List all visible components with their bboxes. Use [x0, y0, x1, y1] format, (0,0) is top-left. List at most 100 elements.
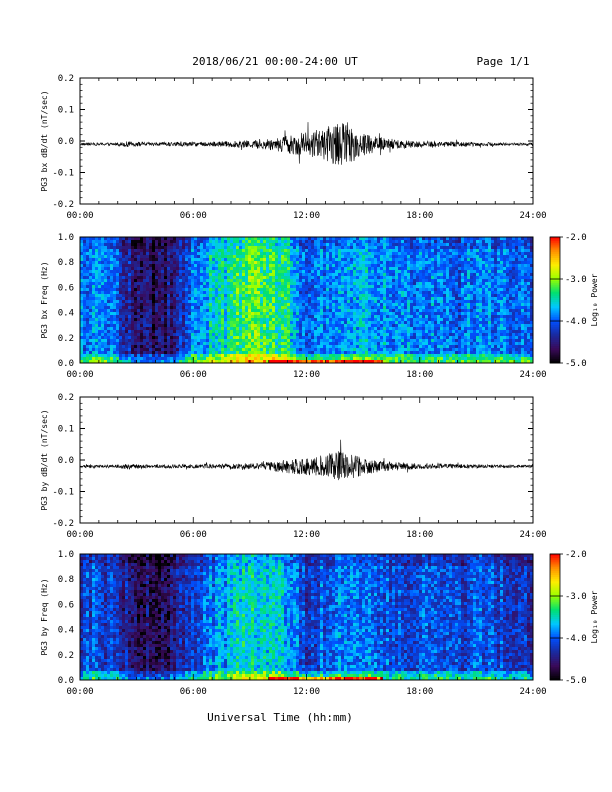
- heatmap-cell: [398, 294, 402, 298]
- x-tick-label: 24:00: [519, 370, 546, 380]
- heatmap-cell: [389, 333, 393, 337]
- heatmap-cell: [251, 315, 255, 319]
- heatmap-cell: [113, 252, 117, 256]
- heatmap-cell: [242, 297, 246, 301]
- heatmap-cell: [227, 333, 231, 337]
- heatmap-cell: [395, 357, 399, 361]
- heatmap-cell: [359, 303, 363, 307]
- heatmap-cell: [89, 348, 93, 352]
- heatmap-cell: [170, 243, 174, 247]
- heatmap-cell: [203, 348, 207, 352]
- heatmap-cell: [248, 240, 252, 244]
- heatmap-cell: [392, 324, 396, 328]
- heatmap-cell: [263, 261, 267, 265]
- heatmap-cell: [128, 297, 132, 301]
- heatmap-cell: [398, 282, 402, 286]
- heatmap-cell: [359, 342, 363, 346]
- heatmap-cell: [401, 297, 405, 301]
- heatmap-cell: [191, 318, 195, 322]
- heatmap-cell: [344, 348, 348, 352]
- heatmap-cell: [392, 276, 396, 280]
- heatmap-cell: [344, 306, 348, 310]
- heatmap-cell: [377, 252, 381, 256]
- heatmap-cell: [389, 306, 393, 310]
- heatmap-cell: [275, 339, 279, 343]
- heatmap-cell: [389, 240, 393, 244]
- heatmap-cell: [353, 306, 357, 310]
- heatmap-cell: [203, 294, 207, 298]
- heatmap-cell: [182, 330, 186, 334]
- heatmap-cell: [110, 261, 114, 265]
- heatmap-cell: [329, 294, 333, 298]
- heatmap-cell: [164, 270, 168, 274]
- heatmap-cell: [107, 261, 111, 265]
- heatmap-cell: [305, 327, 309, 331]
- heatmap-cell: [371, 300, 375, 304]
- heatmap-cell: [257, 309, 261, 313]
- heatmap-cell: [182, 288, 186, 292]
- heatmap-cell: [332, 288, 336, 292]
- heatmap-cell: [209, 315, 213, 319]
- heatmap-cell: [323, 348, 327, 352]
- heatmap-cell: [227, 315, 231, 319]
- heatmap-cell: [152, 258, 156, 262]
- heatmap-cell: [275, 288, 279, 292]
- heatmap-cell: [248, 312, 252, 316]
- heatmap-cell: [218, 273, 222, 277]
- heatmap-cell: [230, 249, 234, 253]
- heatmap-cell: [314, 249, 318, 253]
- heatmap-cell: [134, 249, 138, 253]
- heatmap-cell: [149, 318, 153, 322]
- heatmap-cell: [407, 333, 411, 337]
- heatmap-cell: [149, 291, 153, 295]
- heatmap-cell: [383, 333, 387, 337]
- heatmap-cell: [134, 327, 138, 331]
- heatmap-cell: [374, 258, 378, 262]
- heatmap-cell: [215, 276, 219, 280]
- heatmap-cell: [116, 345, 120, 349]
- heatmap-cell: [350, 297, 354, 301]
- heatmap-cell: [392, 303, 396, 307]
- heatmap-cell: [143, 273, 147, 277]
- heatmap-cell: [365, 237, 369, 241]
- heatmap-cell: [143, 333, 147, 337]
- heatmap-cell: [95, 330, 99, 334]
- heatmap-cell: [125, 303, 129, 307]
- heatmap-cell: [140, 300, 144, 304]
- heatmap-cell: [365, 318, 369, 322]
- heatmap-cell: [215, 300, 219, 304]
- heatmap-cell: [320, 321, 324, 325]
- heatmap-cell: [416, 345, 420, 349]
- heatmap-cell: [236, 342, 240, 346]
- heatmap-cell: [284, 255, 288, 259]
- heatmap-cell: [194, 342, 198, 346]
- heatmap-cell: [377, 279, 381, 283]
- heatmap-cell: [149, 258, 153, 262]
- heatmap-cell: [218, 351, 222, 355]
- heatmap-cell: [248, 354, 252, 358]
- heatmap-cell: [119, 258, 123, 262]
- heatmap-cell: [275, 327, 279, 331]
- heatmap-cell: [137, 249, 141, 253]
- heatmap-cell: [254, 294, 258, 298]
- heatmap-cell: [320, 237, 324, 241]
- heatmap-cell: [281, 267, 285, 271]
- heatmap-cell: [218, 348, 222, 352]
- heatmap-cell: [404, 294, 408, 298]
- y-tick-label: 0.0: [58, 359, 74, 369]
- heatmap-cell: [362, 360, 366, 364]
- heatmap-cell: [329, 279, 333, 283]
- heatmap-cell: [158, 255, 162, 259]
- heatmap-cell: [203, 243, 207, 247]
- heatmap-cell: [242, 279, 246, 283]
- heatmap-cell: [377, 291, 381, 295]
- heatmap-cell: [398, 267, 402, 271]
- heatmap-cell: [263, 306, 267, 310]
- heatmap-cell: [320, 276, 324, 280]
- heatmap-cell: [113, 270, 117, 274]
- heatmap-cell: [152, 282, 156, 286]
- heatmap-cell: [347, 357, 351, 361]
- heatmap-cell: [149, 354, 153, 358]
- heatmap-cell: [377, 306, 381, 310]
- heatmap-cell: [290, 255, 294, 259]
